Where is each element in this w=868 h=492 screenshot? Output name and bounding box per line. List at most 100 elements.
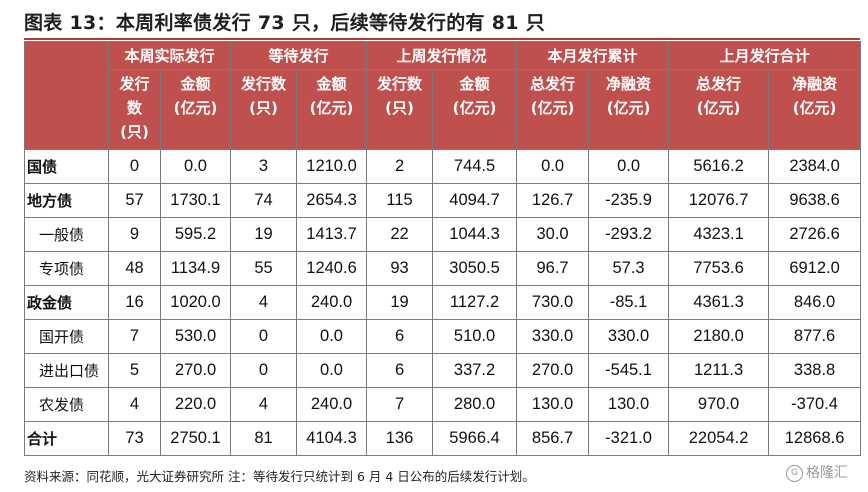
table-cell: 9 [108, 217, 161, 252]
table-cell: 4 [108, 387, 161, 422]
table-cell: 73 [108, 421, 161, 456]
group-header: 上周发行情况 [366, 41, 518, 70]
table-row: 合计 73 2750.1 81 4104.3 136 5966.4 856.7 -321.0 22… [24, 421, 862, 456]
table-row: 专项债 48 1134.9 55 1240.6 93 3050.5 96.7 57.3 7753.… [24, 251, 862, 286]
table-cell: 338.8 [768, 353, 862, 388]
table-cell: 7 [366, 387, 434, 422]
row-label: 国债 [24, 149, 109, 184]
table-cell: 1730.1 [159, 183, 232, 218]
table-cell: 9638.6 [768, 183, 862, 218]
table-row: 国债 0 0.0 3 1210.0 2 744.5 0.0 0.0 5616.2 2384.0 [24, 149, 862, 184]
table-cell: 530.0 [159, 319, 232, 354]
table-row: 国开债 7 530.0 0 0.0 6 510.0 330.0 330.0 2180.0 877.6 [24, 319, 862, 354]
column-header: 金额 (亿元) [296, 69, 368, 150]
table-cell: 0 [108, 149, 161, 184]
table-cell: 970.0 [668, 387, 770, 422]
table-cell: 3 [230, 149, 298, 184]
table-cell: 877.6 [768, 319, 862, 354]
table-cell: 55 [230, 251, 298, 286]
row-label: 进出口债 [24, 353, 109, 388]
group-header: 本月发行累计 [516, 41, 670, 70]
table-cell: 280.0 [432, 387, 518, 422]
table-cell: 270.0 [516, 353, 590, 388]
table-cell: 330.0 [588, 319, 670, 354]
table-cell: 5616.2 [668, 149, 770, 184]
table-cell: 7753.6 [668, 251, 770, 286]
column-header: 净融资 (亿元) [768, 69, 862, 150]
table-cell: 595.2 [159, 217, 232, 252]
table-cell: 2750.1 [159, 421, 232, 456]
table-cell: 0.0 [296, 353, 368, 388]
table-cell: 6912.0 [768, 251, 862, 286]
row-label: 农发债 [24, 387, 109, 422]
table-cell: 19 [230, 217, 298, 252]
table-body: 国债 0 0.0 3 1210.0 2 744.5 0.0 0.0 5616.2 2384.0 地方债… [24, 149, 862, 456]
table-cell: -545.1 [588, 353, 670, 388]
title-divider [24, 38, 860, 40]
table-cell: 846.0 [768, 285, 862, 320]
column-header: 总发行 (亿元) [668, 69, 770, 150]
column-header: 发行数 (只) [108, 69, 161, 150]
row-label: 合计 [24, 421, 109, 456]
table-cell: 4 [230, 387, 298, 422]
table-cell: 48 [108, 251, 161, 286]
table-cell: 5966.4 [432, 421, 518, 456]
group-header-row: 本周实际发行 等待发行 上周发行情况 本月发行累计 上月发行合计 [24, 41, 862, 150]
table-cell: 0.0 [159, 149, 232, 184]
corner-cell [24, 41, 109, 150]
table-cell: 22 [366, 217, 434, 252]
row-label: 政金债 [24, 285, 109, 320]
table-cell: 5 [108, 353, 161, 388]
table-cell: 4094.7 [432, 183, 518, 218]
table-cell: 22054.2 [668, 421, 770, 456]
sub-header-row: 发行数 (只) 金额 (亿元) 发行数 (只) 金额 (亿元) 发行数 (只) 金额 (亿元) 总发行(… [25, 69, 862, 150]
table-cell: 1210.0 [296, 149, 368, 184]
source-note: 资料来源：同花顺，光大证券研究所 注：等待发行只统计到 6 月 4 日公布的后续… [24, 469, 535, 484]
table-cell: 4323.1 [668, 217, 770, 252]
column-header: 总发行 (亿元) [516, 69, 590, 150]
table-cell: 2 [366, 149, 434, 184]
table-cell: 4104.3 [296, 421, 368, 456]
table-cell: 19 [366, 285, 434, 320]
table-cell: 744.5 [432, 149, 518, 184]
table-cell: 130.0 [516, 387, 590, 422]
table-cell: 0.0 [296, 319, 368, 354]
table-cell: 96.7 [516, 251, 590, 286]
table-cell: -235.9 [588, 183, 670, 218]
table-cell: 4361.3 [668, 285, 770, 320]
table-cell: 6 [366, 353, 434, 388]
table-cell: 7 [108, 319, 161, 354]
table-cell: 136 [366, 421, 434, 456]
table-cell: 2654.3 [296, 183, 368, 218]
table-cell: 1134.9 [159, 251, 232, 286]
table-cell: 16 [108, 285, 161, 320]
table-cell: 130.0 [588, 387, 670, 422]
table-cell: 730.0 [516, 285, 590, 320]
table-cell: 0 [230, 353, 298, 388]
table-row: 进出口债 5 270.0 0 0.0 6 337.2 270.0 -545.1 1211.3 338… [24, 353, 862, 388]
table-cell: 3050.5 [432, 251, 518, 286]
table-cell: 1044.3 [432, 217, 518, 252]
table-cell: 6 [366, 319, 434, 354]
table-cell: 2726.6 [768, 217, 862, 252]
watermark-logo-icon: G [786, 464, 803, 482]
table-cell: 510.0 [432, 319, 518, 354]
table-row: 地方债 57 1730.1 74 2654.3 115 4094.7 126.7 -235.9 1… [24, 183, 862, 218]
table-cell: 270.0 [159, 353, 232, 388]
table-cell: 1211.3 [668, 353, 770, 388]
column-header: 金额 (亿元) [159, 69, 232, 150]
group-header: 本周实际发行 [107, 41, 232, 70]
group-header: 等待发行 [230, 41, 368, 70]
column-header: 发行数 (只) [366, 69, 434, 150]
table-cell: 74 [230, 183, 298, 218]
table-cell: 126.7 [516, 183, 590, 218]
table-cell: 30.0 [516, 217, 590, 252]
table-cell: 240.0 [296, 285, 368, 320]
table-cell: -293.2 [588, 217, 670, 252]
table-cell: 0.0 [588, 149, 670, 184]
table-cell: 93 [366, 251, 434, 286]
table-cell: -370.4 [768, 387, 862, 422]
table-cell: 856.7 [516, 421, 590, 456]
watermark-text: 格隆汇 [806, 465, 848, 481]
table-cell: -321.0 [588, 421, 670, 456]
